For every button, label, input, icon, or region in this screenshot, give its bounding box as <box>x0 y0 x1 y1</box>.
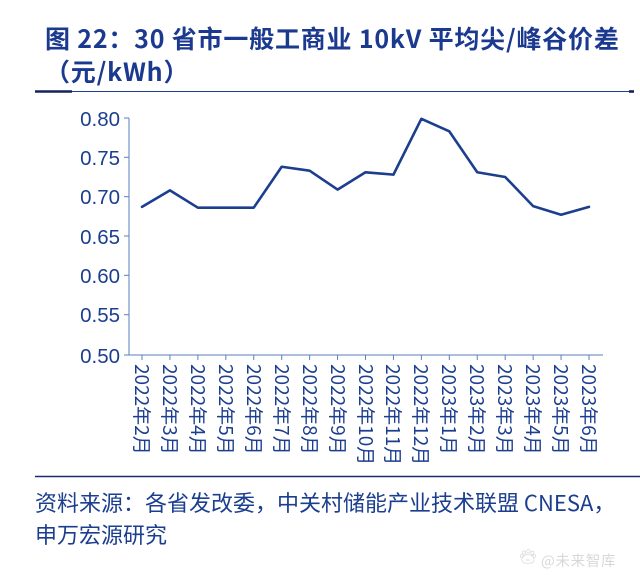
svg-text:du: du <box>526 557 530 562</box>
